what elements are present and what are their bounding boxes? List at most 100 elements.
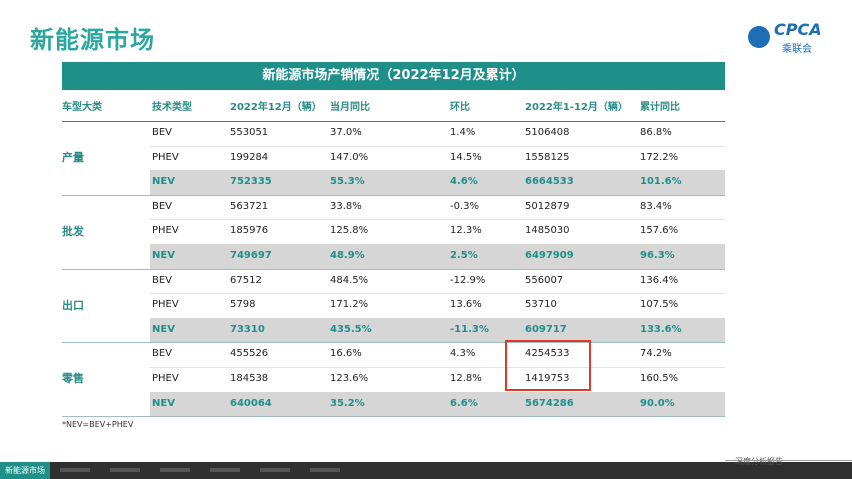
table-cell: 752335: [230, 176, 272, 188]
table-cell: 556007: [525, 274, 564, 286]
table-cell: 185976: [230, 225, 269, 237]
group-rule: [62, 268, 725, 270]
table-cell: 16.6%: [330, 348, 362, 360]
table-cell: 37.0%: [330, 127, 362, 138]
row-shade: [150, 317, 725, 343]
table-cell: -12.9%: [450, 274, 486, 286]
table-cell: 5674286: [525, 397, 574, 409]
table-cell: 199284: [230, 151, 269, 163]
table-cell: NEV: [152, 323, 175, 335]
table-cell: 4.3%: [450, 348, 476, 360]
footnote: *NEV=BEV+PHEV: [62, 420, 134, 429]
table-cell: 640064: [230, 397, 272, 409]
highlight-box: [505, 340, 591, 391]
table-cell: 5798: [230, 299, 256, 311]
table-cell: NEV: [152, 250, 175, 261]
table-cell: 147.0%: [330, 151, 369, 163]
table-cell: BEV: [152, 127, 173, 138]
table-cell: 67512: [230, 274, 262, 286]
table-cell: 90.0%: [640, 397, 675, 409]
table-cell: 1485030: [525, 225, 570, 237]
table-cell: 171.2%: [330, 299, 369, 311]
nav-tab[interactable]: [160, 468, 190, 472]
group-label: 零售: [62, 372, 84, 386]
rule: [62, 121, 725, 122]
table-cell: NEV: [152, 176, 175, 188]
table-cell: 96.3%: [640, 250, 675, 261]
logo-mark: [748, 26, 770, 48]
table-cell: BEV: [152, 348, 173, 360]
column-header: 技术类型: [152, 102, 192, 113]
nav-tab[interactable]: [310, 468, 340, 472]
table-cell: 74.2%: [640, 348, 672, 360]
group-label: 出口: [62, 298, 84, 312]
table-cell: 2.5%: [450, 250, 478, 261]
table-cell: 35.2%: [330, 397, 365, 409]
column-header: 车型大类: [62, 102, 102, 113]
column-header: 环比: [450, 102, 470, 113]
table-cell: 5106408: [525, 127, 570, 138]
table-cell: 4254533: [525, 348, 570, 360]
group-label: 产量: [62, 150, 84, 164]
table-cell: -0.3%: [450, 200, 480, 212]
table-title-band: [62, 62, 725, 90]
row-shade: [150, 170, 725, 195]
table-cell: 1419753: [525, 373, 570, 384]
nav-tab[interactable]: [260, 468, 290, 472]
group-rule: [62, 416, 725, 418]
table-cell: 749697: [230, 250, 272, 261]
table-cell: -11.3%: [450, 323, 489, 335]
table-cell: 13.6%: [450, 299, 482, 311]
table-cell: 160.5%: [640, 373, 679, 384]
table-cell: 12.8%: [450, 373, 482, 384]
table-cell: 48.9%: [330, 250, 365, 261]
table-cell: 553051: [230, 127, 269, 138]
logo: CPCA 乘联会: [748, 18, 828, 55]
table-cell: 55.3%: [330, 176, 365, 188]
table-cell: 5012879: [525, 200, 570, 212]
table-cell: 484.5%: [330, 274, 369, 286]
row-rule: [150, 219, 725, 221]
footer-note: 深度分析报告: [735, 457, 783, 466]
table-cell: 83.4%: [640, 200, 672, 212]
table-cell: 73310: [230, 323, 265, 335]
table-cell: PHEV: [152, 299, 179, 311]
table-cell: 184538: [230, 373, 269, 384]
table-cell: 6.6%: [450, 397, 478, 409]
table-cell: 133.6%: [640, 323, 682, 335]
footer-rule: [725, 460, 852, 461]
nav-tab[interactable]: [110, 468, 140, 472]
nav-tab[interactable]: 新能源市场: [0, 462, 50, 479]
table-cell: 1.4%: [450, 127, 476, 138]
nav-tab[interactable]: [60, 468, 90, 472]
table-cell: 1558125: [525, 151, 570, 163]
table-cell: BEV: [152, 274, 173, 286]
table-cell: 455526: [230, 348, 269, 360]
table-cell: 609717: [525, 323, 567, 335]
row-rule: [150, 367, 725, 368]
table-cell: 33.8%: [330, 200, 362, 212]
table-cell: 172.2%: [640, 151, 679, 163]
column-header: 累计同比: [640, 102, 680, 113]
logo-text: CPCA: [774, 20, 822, 39]
row-rule: [150, 145, 725, 147]
table-cell: PHEV: [152, 225, 179, 237]
table-cell: 107.5%: [640, 299, 679, 311]
logo-sub: 乘联会: [782, 44, 812, 55]
table-title: 新能源市场产销情况（2022年12月及累计）: [262, 68, 525, 83]
group-label: 批发: [62, 224, 84, 238]
table-cell: 435.5%: [330, 323, 372, 335]
table-cell: NEV: [152, 397, 175, 409]
column-header: 当月同比: [330, 102, 370, 113]
page-title: 新能源市场: [30, 26, 155, 54]
column-header: 2022年12月（辆）: [230, 102, 322, 113]
nav-tab[interactable]: [210, 468, 240, 472]
column-header: 2022年1-12月（辆）: [525, 102, 628, 113]
table-cell: 4.6%: [450, 176, 478, 188]
group-rule: [62, 194, 725, 196]
row-shade: [150, 244, 725, 269]
table-cell: PHEV: [152, 151, 179, 163]
table-cell: 12.3%: [450, 225, 482, 237]
